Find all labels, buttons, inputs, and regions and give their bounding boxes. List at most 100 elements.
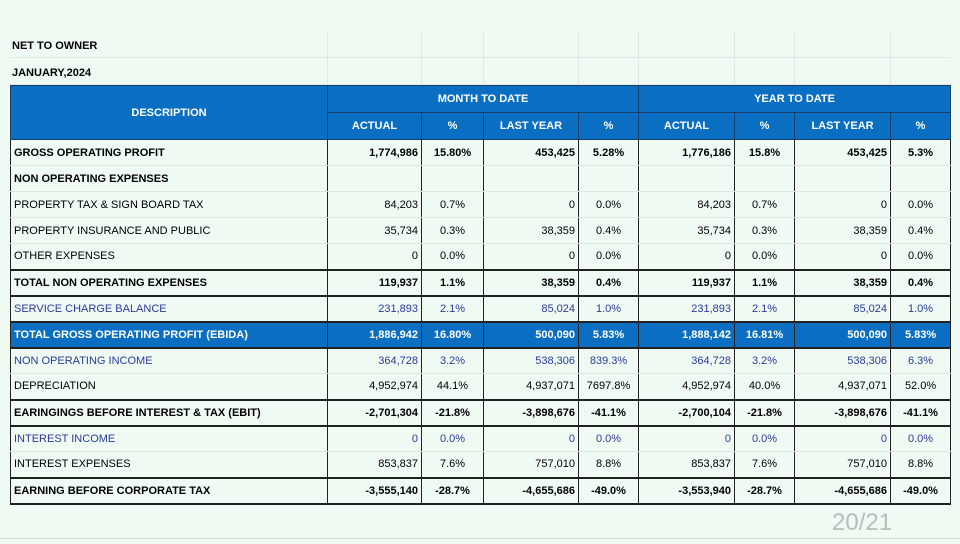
percent-cell[interactable]: -21.8% [421, 399, 484, 427]
amount-cell[interactable]: 85,024 [483, 295, 579, 322]
amount-cell[interactable]: 119,937 [638, 268, 736, 297]
amount-cell[interactable]: 757,010 [794, 451, 892, 479]
amount-cell[interactable]: 364,728 [327, 347, 422, 374]
amount-cell[interactable]: 853,837 [327, 451, 422, 479]
percent-cell[interactable]: 7.6% [734, 451, 796, 479]
amount-cell[interactable]: -4,655,686 [794, 477, 892, 505]
percent-cell[interactable]: 44.1% [421, 373, 484, 401]
percent-cell[interactable] [734, 165, 796, 192]
percent-cell[interactable]: 1.1% [421, 268, 484, 297]
amount-cell[interactable]: 38,359 [794, 268, 892, 297]
percent-cell[interactable]: -21.8% [734, 399, 796, 427]
percent-cell[interactable]: 0.0% [577, 191, 640, 218]
percent-cell[interactable]: 40.0% [734, 373, 796, 401]
amount-cell[interactable]: 38,359 [483, 268, 579, 297]
percent-cell[interactable]: 0.0% [421, 425, 484, 452]
amount-cell[interactable]: 538,306 [794, 347, 892, 374]
amount-cell[interactable]: 0 [483, 243, 579, 270]
percent-cell[interactable]: -41.1% [890, 399, 952, 427]
percent-cell[interactable]: 839.3% [577, 347, 640, 374]
amount-cell[interactable]: -3,898,676 [483, 399, 579, 427]
amount-cell[interactable]: 500,090 [794, 320, 892, 349]
percent-cell[interactable] [890, 165, 952, 192]
percent-cell[interactable]: 5.83% [890, 320, 952, 349]
percent-cell[interactable] [577, 165, 640, 192]
amount-cell[interactable] [638, 165, 736, 192]
amount-cell[interactable]: 1,774,986 [327, 139, 422, 166]
amount-cell[interactable]: 119,937 [327, 268, 422, 297]
percent-cell[interactable]: 16.80% [421, 320, 484, 349]
percent-cell[interactable]: 0.0% [577, 243, 640, 270]
percent-cell[interactable]: 5.83% [577, 320, 640, 349]
amount-cell[interactable]: 1,888,142 [638, 320, 736, 349]
percent-cell[interactable]: 16.81% [734, 320, 796, 349]
amount-cell[interactable]: 364,728 [638, 347, 736, 374]
percent-cell[interactable]: 8.8% [890, 451, 952, 479]
amount-cell[interactable]: -4,655,686 [483, 477, 579, 505]
percent-cell[interactable]: 52.0% [890, 373, 952, 401]
amount-cell[interactable]: -3,898,676 [794, 399, 892, 427]
amount-cell[interactable]: 84,203 [638, 191, 736, 218]
percent-cell[interactable]: 0.0% [734, 425, 796, 452]
amount-cell[interactable]: 85,024 [794, 295, 892, 322]
percent-cell[interactable]: 0.3% [734, 217, 796, 244]
percent-cell[interactable]: 3.2% [734, 347, 796, 374]
amount-cell[interactable]: -2,701,304 [327, 399, 422, 427]
percent-cell[interactable]: 15.80% [421, 139, 484, 166]
amount-cell[interactable]: 1,886,942 [327, 320, 422, 349]
amount-cell[interactable]: 0 [483, 425, 579, 452]
amount-cell[interactable]: 853,837 [638, 451, 736, 479]
amount-cell[interactable]: 757,010 [483, 451, 579, 479]
amount-cell[interactable]: 500,090 [483, 320, 579, 349]
percent-cell[interactable]: 5.28% [577, 139, 640, 166]
percent-cell[interactable]: 0.4% [577, 217, 640, 244]
percent-cell[interactable]: 1.0% [577, 295, 640, 322]
percent-cell[interactable]: 5.3% [890, 139, 952, 166]
percent-cell[interactable]: 0.0% [734, 243, 796, 270]
percent-cell[interactable]: 1.0% [890, 295, 952, 322]
percent-cell[interactable]: 0.0% [421, 243, 484, 270]
percent-cell[interactable]: 0.7% [734, 191, 796, 218]
amount-cell[interactable]: 4,952,974 [638, 373, 736, 401]
percent-cell[interactable]: 15.8% [734, 139, 796, 166]
amount-cell[interactable]: 4,937,071 [794, 373, 892, 401]
amount-cell[interactable]: -3,553,940 [638, 477, 736, 505]
amount-cell[interactable]: 0 [638, 425, 736, 452]
percent-cell[interactable] [421, 165, 484, 192]
amount-cell[interactable] [483, 165, 579, 192]
amount-cell[interactable]: 84,203 [327, 191, 422, 218]
amount-cell[interactable]: -2,700,104 [638, 399, 736, 427]
percent-cell[interactable]: 7697.8% [577, 373, 640, 401]
percent-cell[interactable]: 0.4% [890, 217, 952, 244]
amount-cell[interactable]: 1,776,186 [638, 139, 736, 166]
amount-cell[interactable]: 35,734 [327, 217, 422, 244]
amount-cell[interactable]: 38,359 [483, 217, 579, 244]
percent-cell[interactable]: 0.0% [890, 425, 952, 452]
percent-cell[interactable]: 8.8% [577, 451, 640, 479]
percent-cell[interactable]: 7.6% [421, 451, 484, 479]
percent-cell[interactable]: -28.7% [734, 477, 796, 505]
percent-cell[interactable]: 0.0% [890, 243, 952, 270]
amount-cell[interactable]: 0 [794, 191, 892, 218]
percent-cell[interactable]: 2.1% [734, 295, 796, 322]
amount-cell[interactable]: 453,425 [794, 139, 892, 166]
amount-cell[interactable]: 0 [794, 243, 892, 270]
amount-cell[interactable] [327, 165, 422, 192]
percent-cell[interactable]: 0.3% [421, 217, 484, 244]
amount-cell[interactable]: 0 [638, 243, 736, 270]
amount-cell[interactable]: 231,893 [327, 295, 422, 322]
amount-cell[interactable]: 4,952,974 [327, 373, 422, 401]
amount-cell[interactable]: 35,734 [638, 217, 736, 244]
percent-cell[interactable]: -49.0% [577, 477, 640, 505]
amount-cell[interactable]: -3,555,140 [327, 477, 422, 505]
percent-cell[interactable]: -41.1% [577, 399, 640, 427]
amount-cell[interactable]: 0 [327, 425, 422, 452]
percent-cell[interactable]: -49.0% [890, 477, 952, 505]
amount-cell[interactable]: 4,937,071 [483, 373, 579, 401]
amount-cell[interactable] [794, 165, 892, 192]
amount-cell[interactable]: 0 [794, 425, 892, 452]
percent-cell[interactable]: 1.1% [734, 268, 796, 297]
amount-cell[interactable]: 538,306 [483, 347, 579, 374]
amount-cell[interactable]: 0 [327, 243, 422, 270]
amount-cell[interactable]: 0 [483, 191, 579, 218]
